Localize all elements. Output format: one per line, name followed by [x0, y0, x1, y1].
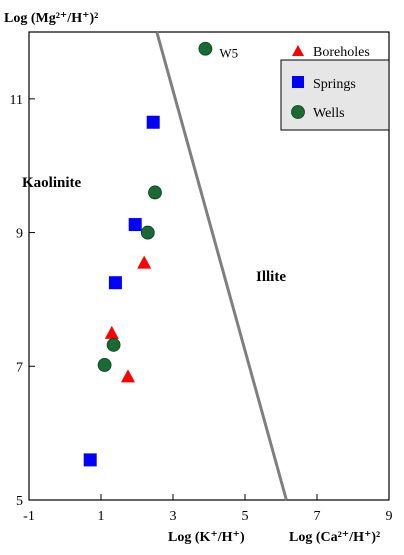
y-tick-label: 11	[10, 93, 23, 108]
springs-point-1	[146, 115, 160, 129]
springs-point-3	[108, 276, 122, 290]
field-label-illite: Illite	[256, 269, 286, 285]
point-annotation-w5: W5	[219, 46, 238, 61]
stability-boundary-line	[155, 31, 288, 501]
field-label-kaolinite: Kaolinite	[22, 175, 82, 191]
legend: Boreholes Springs Wells	[280, 45, 390, 131]
y-tick-label: 7	[16, 360, 23, 375]
springs-point-2	[128, 218, 142, 232]
y-tick-label: 9	[16, 227, 23, 242]
plot-frame	[28, 31, 390, 501]
wells-point-5	[97, 358, 112, 372]
x-axis-title-secondary: Log (Ca²⁺/H⁺)²	[289, 530, 380, 545]
boreholes-point-3	[121, 369, 135, 383]
boreholes-point-1	[137, 255, 152, 269]
wells-point-2	[148, 185, 162, 200]
x-axis-title-primary: Log (K⁺/H⁺)	[168, 530, 245, 545]
legend-label-boreholes: Boreholes	[313, 45, 370, 60]
x-tick-label: 5	[242, 509, 249, 524]
legend-label-springs: Springs	[313, 77, 356, 92]
x-tick-label: 3	[170, 509, 177, 524]
legend-label-wells: Wells	[313, 106, 345, 121]
wells-point-4	[106, 337, 121, 352]
wells-point-3	[140, 225, 155, 240]
legend-marker-circle	[291, 105, 305, 119]
y-axis-title: Log (Mg²⁺/H⁺)²	[4, 11, 98, 26]
springs-point-4	[83, 453, 97, 467]
x-tick-label: 9	[386, 509, 393, 524]
y-tick-label: 5	[16, 494, 23, 509]
boreholes-point-2	[104, 325, 119, 339]
x-tick-label: 1	[98, 509, 105, 524]
x-tick-label: -1	[23, 509, 35, 524]
wells-point-1	[198, 41, 213, 56]
legend-marker-triangle	[292, 45, 304, 56]
legend-marker-square	[292, 76, 304, 88]
x-tick-label: 7	[314, 509, 321, 524]
